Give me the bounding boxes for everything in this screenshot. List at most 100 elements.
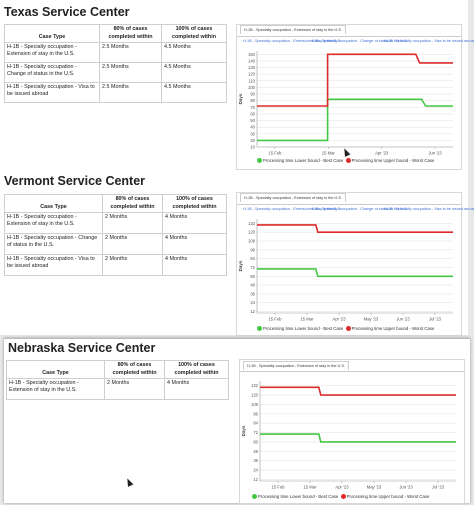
y-tick-label: 12 <box>253 477 258 482</box>
tab-extension[interactable]: H-1B - Specialty occupation - Extension … <box>243 361 349 370</box>
table-row: H-1B - Specialty occupation - Change of … <box>4 233 227 255</box>
y-tick-label: 72 <box>250 265 255 270</box>
header-100: 100% of cases completed within <box>162 194 227 213</box>
header-80: 80% of cases completed within <box>102 194 163 213</box>
y-tick-label: 120 <box>251 393 259 398</box>
series-line-worst-case <box>257 53 453 107</box>
x-tick-label: 15 Feb <box>268 151 282 156</box>
processing-table: Case Type 80% of cases completed within … <box>4 194 227 276</box>
y-tick-label: 48 <box>250 283 255 288</box>
y-tick-label: 60 <box>250 274 255 279</box>
y-tick-label: 12 <box>250 309 255 314</box>
processing-chart: H-1B - Specialty occupation - Extension … <box>236 24 474 170</box>
y-tick-label: 24 <box>250 300 255 305</box>
tab-visa-abroad[interactable]: H-1B - Specialty occupation - Visa to be… <box>384 39 474 43</box>
legend-dot-worst <box>345 326 351 331</box>
y-tick-label: 130 <box>248 65 256 70</box>
vermont-panel: Vermont Service Center Case Type 80% of … <box>0 170 474 336</box>
chart-tabs: H-1B - Specialty occupation - Extension … <box>237 193 474 215</box>
legend-dot-worst <box>345 158 351 163</box>
x-tick-label: 15 Feb <box>271 485 285 490</box>
y-tick-label: 90 <box>250 92 255 97</box>
series-line-worst-case <box>257 224 453 233</box>
y-tick-label: 36 <box>253 458 258 463</box>
tab-change-status[interactable]: H-1B - Specialty occupation - Change of … <box>310 39 408 43</box>
y-tick-label: 20 <box>250 138 255 143</box>
processing-chart: H-1B - Specialty occupation - Extension … <box>236 192 474 336</box>
y-tick-label: 132 <box>248 221 256 226</box>
nebraska-panel: Nebraska Service Center Case Type 80% of… <box>4 338 470 504</box>
y-tick-label: 108 <box>251 402 259 407</box>
y-tick-label: 48 <box>253 449 258 454</box>
x-tick-label: Jun '23 <box>399 485 413 490</box>
header-100: 100% of cases completed within <box>164 360 229 379</box>
x-tick-label: May '23 <box>367 485 382 490</box>
y-tick-label: 120 <box>248 72 256 77</box>
y-tick-label: 50 <box>250 118 255 123</box>
table-row: H-1B - Specialty occupation - Visa to be… <box>4 254 227 276</box>
y-tick-label: 110 <box>248 78 255 83</box>
tab-extension[interactable]: H-1B - Specialty occupation - Extension … <box>240 25 346 34</box>
x-tick-label: Jul '23 <box>429 317 442 322</box>
header-80: 80% of cases completed within <box>104 360 165 379</box>
y-tick-label: 24 <box>253 468 258 473</box>
y-tick-label: 60 <box>253 439 258 444</box>
header-case-type: Case Type <box>4 194 103 213</box>
table-row: H-1B - Specialty occupation - Change of … <box>4 62 227 83</box>
y-tick-label: 36 <box>250 291 255 296</box>
y-tick-label: 10 <box>250 145 255 150</box>
y-tick-label: 70 <box>250 105 255 110</box>
y-tick-label: 80 <box>250 98 255 103</box>
processing-table: Case Type 80% of cases completed within … <box>4 24 227 103</box>
tab-extension[interactable]: H-1B - Specialty occupation - Extension … <box>240 193 346 202</box>
y-axis-label: Days <box>241 425 246 436</box>
legend-dot-best <box>252 494 257 499</box>
y-axis-label: Days <box>238 93 243 104</box>
center-title: Nebraska Service Center <box>8 341 156 355</box>
chart-tabs: H-1B - Specialty occupation - Extension … <box>237 25 474 47</box>
y-tick-label: 30 <box>250 131 255 136</box>
x-tick-label: Apr '23 <box>375 151 389 156</box>
y-tick-label: 96 <box>250 247 255 252</box>
chart-legend: Processing time Lower bound - Best Case … <box>257 326 434 331</box>
series-line-worst-case <box>260 386 456 396</box>
tab-change-status[interactable]: H-1B - Specialty occupation - Change of … <box>310 207 408 211</box>
x-tick-label: 15 Mar <box>303 485 317 490</box>
x-tick-label: 15 Mar <box>300 317 314 322</box>
line-chart: Days 12 24 36 48 60 72 84 96 108 120 132 15 Feb 15 Ma… <box>238 219 453 322</box>
legend-dot-best <box>257 158 262 163</box>
chart-legend: Processing time Lower bound - Best Case … <box>252 494 429 499</box>
series-line-best-case <box>257 268 453 278</box>
y-tick-label: 60 <box>250 111 255 116</box>
center-title: Vermont Service Center <box>4 174 146 188</box>
table-row: H-1B - Specialty occupation - Visa to be… <box>4 82 227 103</box>
x-tick-label: Apr '23 <box>332 317 346 322</box>
series-line-best-case <box>260 433 456 443</box>
x-tick-label: May '23 <box>364 317 379 322</box>
x-tick-label: 15 Mar <box>322 151 336 156</box>
y-tick-label: 150 <box>248 52 256 57</box>
texas-panel: Texas Service Center Case Type 80% of ca… <box>0 0 474 170</box>
y-tick-label: 100 <box>248 85 256 90</box>
x-tick-label: Jun '23 <box>428 151 442 156</box>
processing-table: Case Type 80% of cases completed within … <box>6 360 229 400</box>
tab-extension-link[interactable]: H-1B - Specialty occupation - Extension … <box>243 39 341 43</box>
table-row: H-1B - Specialty occupation - Extension … <box>6 378 229 400</box>
y-tick-label: 120 <box>248 230 256 235</box>
y-tick-label: 108 <box>248 239 256 244</box>
center-title: Texas Service Center <box>4 5 130 19</box>
y-tick-label: 40 <box>250 125 255 130</box>
y-tick-label: 84 <box>253 421 258 426</box>
x-tick-label: Jun '23 <box>396 317 410 322</box>
tab-visa-abroad[interactable]: H-1B - Specialty occupation - Visa to be… <box>384 207 474 211</box>
header-case-type: Case Type <box>6 360 105 379</box>
y-tick-label: 96 <box>253 411 258 416</box>
legend-dot-best <box>257 326 262 331</box>
x-tick-label: 15 Feb <box>268 317 282 322</box>
table-row: H-1B - Specialty occupation - Extension … <box>4 42 227 63</box>
header-80: 80% of cases completed within <box>99 24 162 43</box>
tab-extension-link[interactable]: H-1B - Specialty occupation - Extension … <box>243 207 341 211</box>
processing-chart: H-1B - Specialty occupation - Extension … <box>239 359 465 504</box>
x-tick-label: Apr '23 <box>335 485 349 490</box>
